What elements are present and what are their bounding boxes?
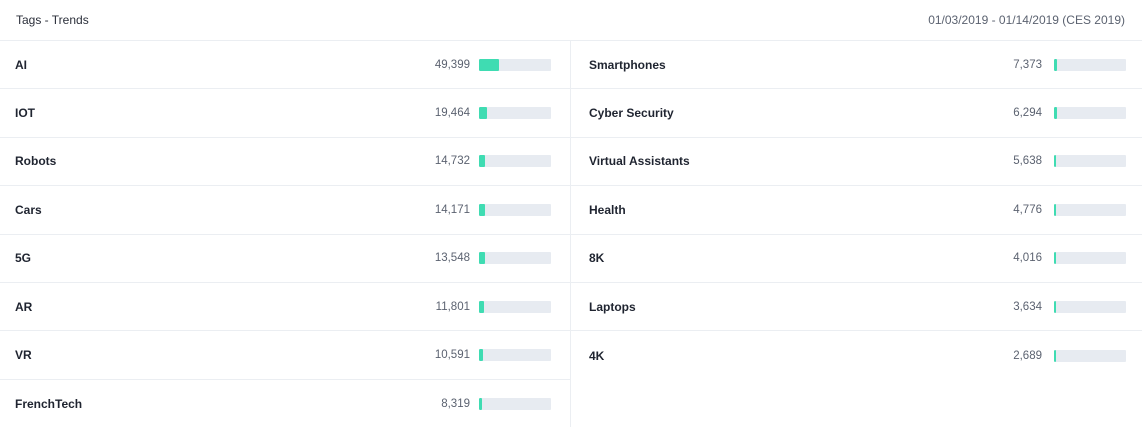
tag-bar-fill	[1054, 155, 1057, 168]
tag-count: 4,016	[1013, 252, 1042, 265]
tag-count: 4,776	[1013, 203, 1042, 216]
tag-row[interactable]: Virtual Assistants 5,638	[571, 138, 1142, 187]
tag-bar-fill	[1054, 203, 1057, 216]
tag-name: FrenchTech	[15, 396, 83, 411]
tag-bar-track	[479, 397, 551, 410]
date-range: 01/03/2019 - 01/14/2019 (CES 2019)	[928, 13, 1125, 27]
tag-bar-track	[1054, 252, 1126, 265]
tag-row[interactable]: Smartphones 7,373	[571, 41, 1142, 90]
tag-count: 49,399	[434, 58, 470, 71]
tag-name: AR	[15, 299, 33, 314]
tag-count: 2,689	[1013, 349, 1042, 362]
tag-name: Robots	[15, 154, 57, 169]
tag-name: IOT	[15, 106, 35, 121]
tag-bar-fill	[479, 58, 500, 71]
tag-count: 11,801	[435, 300, 470, 313]
tag-bar-track	[479, 58, 551, 71]
tag-bar-track	[1054, 58, 1126, 71]
tag-count: 8,319	[441, 397, 470, 410]
tag-count: 7,373	[1013, 58, 1042, 71]
tag-bar-fill	[479, 300, 484, 313]
tag-bar-fill	[479, 203, 485, 216]
tag-row[interactable]: IOT 19,464	[0, 89, 570, 138]
tag-row[interactable]: 4K 2,689	[571, 331, 1142, 379]
tag-bar-track	[1054, 155, 1126, 168]
tag-row[interactable]: Cyber Security 6,294	[571, 89, 1142, 138]
tag-name: Virtual Assistants	[589, 154, 690, 169]
tag-bar-track	[1054, 349, 1126, 362]
tag-list-left: AI 49,399 IOT 19,464 Robots 14,732 Cars 14,171 5…	[0, 41, 571, 427]
tag-columns: AI 49,399 IOT 19,464 Robots 14,732 Cars 14,171 5…	[0, 41, 1142, 427]
tag-count: 10,591	[434, 349, 470, 362]
tag-count: 14,171	[434, 203, 470, 216]
tag-name: 8K	[589, 251, 605, 266]
tag-bar-fill	[1054, 58, 1057, 71]
tag-count: 19,464	[434, 107, 470, 120]
tag-bar-fill	[479, 252, 485, 265]
tag-name: 4K	[589, 348, 605, 363]
tag-row[interactable]: 8K 4,016	[571, 235, 1142, 283]
tag-bar-track	[1054, 107, 1126, 120]
tag-name: Smartphones	[589, 57, 666, 72]
tag-count: 3,634	[1013, 300, 1042, 313]
tag-name: Health	[589, 202, 626, 217]
tag-bar-fill	[479, 397, 483, 410]
tag-row[interactable]: Laptops 3,634	[571, 283, 1142, 332]
tag-count: 6,294	[1013, 107, 1042, 120]
panel-header: Tags - Trends 01/03/2019 - 01/14/2019 (C…	[0, 0, 1142, 41]
tag-name: VR	[15, 348, 32, 363]
tag-row[interactable]: 5G 13,548	[0, 235, 570, 283]
tag-row[interactable]: Health 4,776	[571, 186, 1142, 235]
tag-bar-track	[479, 252, 551, 265]
tag-row[interactable]: AR 11,801	[0, 283, 570, 332]
tag-bar-track	[479, 349, 551, 362]
tag-row[interactable]: Cars 14,171	[0, 186, 570, 235]
panel-title: Tags - Trends	[16, 13, 89, 27]
tag-name: 5G	[15, 251, 32, 266]
tag-bar-fill	[1054, 349, 1057, 362]
tag-bar-track	[479, 107, 551, 120]
tag-row[interactable]: FrenchTech 8,319	[0, 380, 570, 428]
tag-bar-fill	[1054, 252, 1057, 265]
tag-list-right: Smartphones 7,373 Cyber Security 6,294 Virtu…	[571, 41, 1142, 427]
tag-row[interactable]: VR 10,591	[0, 331, 570, 380]
tag-count: 5,638	[1013, 155, 1042, 168]
tag-name: Laptops	[589, 299, 636, 314]
tag-count: 14,732	[434, 155, 470, 168]
tag-count: 13,548	[434, 252, 470, 265]
tag-bar-fill	[479, 155, 485, 168]
tag-bar-fill	[479, 349, 484, 362]
tag-bar-fill	[1054, 300, 1057, 313]
tag-bar-track	[479, 203, 551, 216]
tag-name: AI	[15, 57, 27, 72]
tag-bar-track	[479, 155, 551, 168]
tag-bar-fill	[479, 107, 487, 120]
tag-row[interactable]: Robots 14,732	[0, 138, 570, 187]
tag-name: Cyber Security	[589, 106, 674, 121]
tag-name: Cars	[15, 202, 42, 217]
tag-bar-track	[479, 300, 551, 313]
tag-bar-fill	[1054, 107, 1057, 120]
tag-bar-track	[1054, 203, 1126, 216]
tag-row[interactable]: AI 49,399	[0, 41, 570, 90]
tag-bar-track	[1054, 300, 1126, 313]
